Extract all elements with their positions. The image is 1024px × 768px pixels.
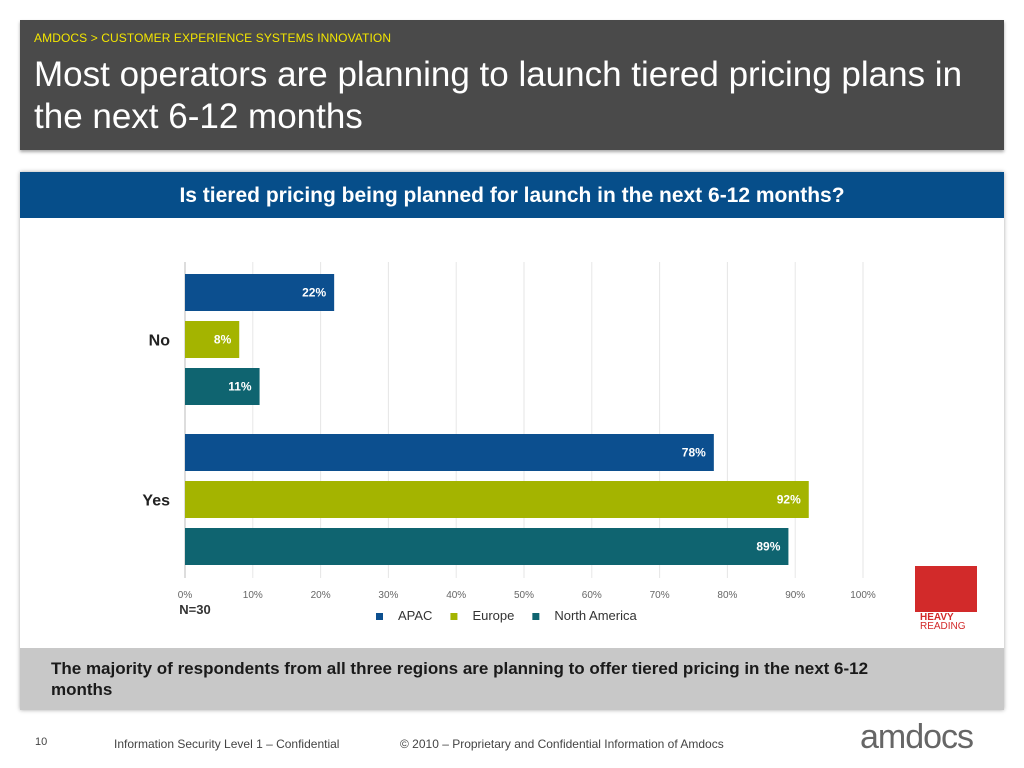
bar	[185, 528, 789, 565]
x-tick-label: 20%	[311, 590, 331, 601]
bar	[185, 481, 809, 518]
x-tick-label: 40%	[446, 590, 466, 601]
chart-legend: APAC Europe North America	[376, 608, 637, 623]
x-tick-label: 60%	[582, 590, 602, 601]
legend-label: Europe	[472, 608, 514, 623]
x-tick-label: 10%	[243, 590, 263, 601]
survey-question: Is tiered pricing being planned for laun…	[20, 172, 1004, 218]
security-label: Information Security Level 1 – Confident…	[114, 737, 340, 751]
svg-text:HEAVY: HEAVY	[920, 612, 954, 623]
chart-bars	[185, 274, 809, 565]
bar	[185, 321, 240, 358]
x-tick-label: 90%	[785, 590, 805, 601]
conclusion-box: The majority of respondents from all thr…	[20, 648, 1004, 710]
legend-swatch	[532, 613, 540, 620]
bar-chart: 22% 8% 11% No 78% 92% 89% Yes 0% 10% 20% 30% 40% 50%…	[142, 262, 876, 623]
bar	[185, 434, 714, 471]
legend-label: APAC	[398, 608, 432, 623]
page-number: 10	[35, 736, 48, 748]
bar	[185, 274, 335, 311]
page-title: Most operators are planning to launch ti…	[34, 55, 963, 136]
conclusion-text: The majority of respondents from all thr…	[51, 659, 869, 699]
legend-label: North America	[554, 608, 637, 623]
data-label: 11%	[228, 380, 252, 394]
title-banner: AMDOCS > CUSTOMER EXPERIENCE SYSTEMS INN…	[20, 20, 1004, 150]
category-label: Yes	[142, 493, 170, 510]
bar	[185, 368, 260, 405]
heavy-reading-logo: HEAVY READING	[915, 566, 977, 632]
data-label: 92%	[777, 493, 801, 507]
sample-size-note: N=30	[179, 602, 210, 617]
x-tick-label: 70%	[650, 590, 670, 601]
copyright-text: © 2010 – Proprietary and Confidential In…	[400, 737, 724, 751]
data-label: 22%	[302, 286, 326, 300]
chart-x-ticks: 0% 10% 20% 30% 40% 50% 60% 70% 80% 90% 100%	[178, 590, 876, 601]
data-label: 78%	[682, 446, 706, 460]
svg-text:READING: READING	[920, 621, 966, 632]
x-tick-label: 30%	[378, 590, 398, 601]
legend-swatch	[450, 613, 458, 620]
x-tick-label: 100%	[850, 590, 876, 601]
chart-labels: 22% 8% 11% No 78% 92% 89% Yes	[142, 286, 801, 554]
x-tick-label: 0%	[178, 590, 193, 601]
category-label: No	[149, 333, 171, 350]
data-label: 8%	[214, 333, 232, 347]
data-label: 89%	[756, 540, 780, 554]
chart-gridlines	[184, 262, 864, 578]
chart-card: Is tiered pricing being planned for laun…	[20, 172, 1004, 710]
amdocs-logo: amdocs	[860, 718, 974, 756]
legend-swatch	[376, 613, 383, 620]
breadcrumb: AMDOCS > CUSTOMER EXPERIENCE SYSTEMS INN…	[34, 31, 392, 45]
x-tick-label: 50%	[514, 590, 534, 601]
x-tick-label: 80%	[717, 590, 737, 601]
